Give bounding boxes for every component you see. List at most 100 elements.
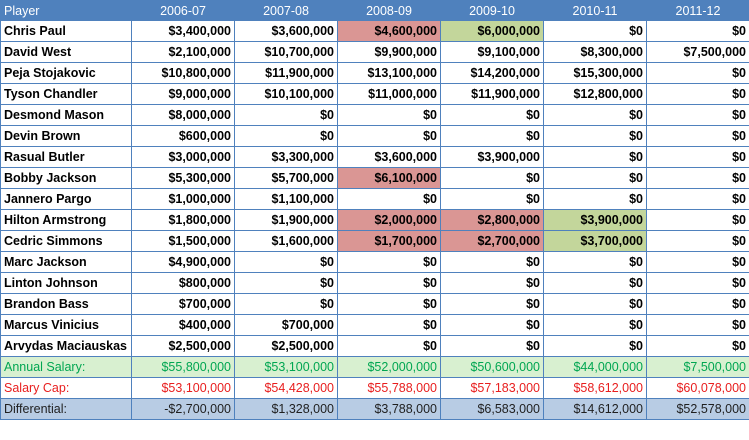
salary-cell[interactable]: $2,500,000: [131, 335, 235, 357]
salary-cell[interactable]: $0: [646, 62, 749, 84]
salary-cell[interactable]: $1,100,000: [234, 188, 338, 210]
player-name-cell[interactable]: Peja Stojakovic: [0, 62, 132, 84]
salary-cell[interactable]: $0: [440, 314, 544, 336]
cap-cell[interactable]: $53,100,000: [131, 377, 235, 399]
salary-cell[interactable]: $5,700,000: [234, 167, 338, 189]
cap-label[interactable]: Salary Cap:: [0, 377, 132, 399]
salary-cell[interactable]: $0: [337, 272, 441, 294]
salary-cell[interactable]: $4,600,000: [337, 20, 441, 42]
player-name-cell[interactable]: Marcus Vinicius: [0, 314, 132, 336]
salary-cell[interactable]: $8,300,000: [543, 41, 647, 63]
salary-cell[interactable]: $0: [337, 188, 441, 210]
salary-cell[interactable]: $9,000,000: [131, 83, 235, 105]
salary-cell[interactable]: $10,100,000: [234, 83, 338, 105]
salary-cell[interactable]: $0: [646, 293, 749, 315]
player-name-cell[interactable]: Jannero Pargo: [0, 188, 132, 210]
salary-cell[interactable]: $0: [646, 167, 749, 189]
salary-cell[interactable]: $1,000,000: [131, 188, 235, 210]
cap-cell[interactable]: $55,788,000: [337, 377, 441, 399]
salary-cell[interactable]: $0: [543, 146, 647, 168]
salary-cell[interactable]: $0: [234, 104, 338, 126]
salary-cell[interactable]: $2,800,000: [440, 209, 544, 231]
header-year[interactable]: 2010-11: [543, 0, 647, 21]
salary-cell[interactable]: $0: [440, 293, 544, 315]
annual-cell[interactable]: $50,600,000: [440, 356, 544, 378]
player-name-cell[interactable]: Cedric Simmons: [0, 230, 132, 252]
player-name-cell[interactable]: Brandon Bass: [0, 293, 132, 315]
salary-cell[interactable]: $0: [337, 293, 441, 315]
salary-cell[interactable]: $0: [234, 293, 338, 315]
salary-cell[interactable]: $0: [440, 272, 544, 294]
salary-cell[interactable]: $400,000: [131, 314, 235, 336]
diff-cell[interactable]: $1,328,000: [234, 398, 338, 420]
salary-cell[interactable]: $12,800,000: [543, 83, 647, 105]
salary-cell[interactable]: $0: [234, 125, 338, 147]
annual-cell[interactable]: $53,100,000: [234, 356, 338, 378]
salary-cell[interactable]: $11,900,000: [234, 62, 338, 84]
player-name-cell[interactable]: Marc Jackson: [0, 251, 132, 273]
player-name-cell[interactable]: Hilton Armstrong: [0, 209, 132, 231]
salary-cell[interactable]: $0: [440, 335, 544, 357]
salary-cell[interactable]: $0: [337, 251, 441, 273]
salary-cell[interactable]: $0: [337, 314, 441, 336]
salary-cell[interactable]: $1,900,000: [234, 209, 338, 231]
cap-cell[interactable]: $57,183,000: [440, 377, 544, 399]
annual-label[interactable]: Annual Salary:: [0, 356, 132, 378]
salary-cell[interactable]: $0: [543, 104, 647, 126]
salary-cell[interactable]: $3,400,000: [131, 20, 235, 42]
salary-cell[interactable]: $5,300,000: [131, 167, 235, 189]
salary-cell[interactable]: $1,500,000: [131, 230, 235, 252]
salary-cell[interactable]: $0: [337, 104, 441, 126]
header-year[interactable]: 2008-09: [337, 0, 441, 21]
salary-cell[interactable]: $6,100,000: [337, 167, 441, 189]
player-name-cell[interactable]: Devin Brown: [0, 125, 132, 147]
header-player[interactable]: Player: [0, 0, 132, 21]
salary-cell[interactable]: $3,000,000: [131, 146, 235, 168]
salary-cell[interactable]: $14,200,000: [440, 62, 544, 84]
salary-cell[interactable]: $0: [337, 335, 441, 357]
salary-cell[interactable]: $6,000,000: [440, 20, 544, 42]
salary-cell[interactable]: $2,100,000: [131, 41, 235, 63]
header-year[interactable]: 2011-12: [646, 0, 749, 21]
salary-cell[interactable]: $0: [543, 125, 647, 147]
diff-cell[interactable]: $52,578,000: [646, 398, 749, 420]
player-name-cell[interactable]: Linton Johnson: [0, 272, 132, 294]
salary-cell[interactable]: $800,000: [131, 272, 235, 294]
salary-cell[interactable]: $2,700,000: [440, 230, 544, 252]
salary-cell[interactable]: $0: [440, 104, 544, 126]
cap-cell[interactable]: $58,612,000: [543, 377, 647, 399]
salary-cell[interactable]: $13,100,000: [337, 62, 441, 84]
salary-cell[interactable]: $9,900,000: [337, 41, 441, 63]
salary-cell[interactable]: $0: [543, 272, 647, 294]
salary-cell[interactable]: $1,700,000: [337, 230, 441, 252]
salary-cell[interactable]: $10,800,000: [131, 62, 235, 84]
salary-cell[interactable]: $0: [646, 272, 749, 294]
annual-cell[interactable]: $55,800,000: [131, 356, 235, 378]
salary-cell[interactable]: $0: [440, 125, 544, 147]
salary-cell[interactable]: $2,500,000: [234, 335, 338, 357]
player-name-cell[interactable]: Arvydas Maciauskas: [0, 335, 132, 357]
diff-cell[interactable]: $3,788,000: [337, 398, 441, 420]
salary-cell[interactable]: $11,000,000: [337, 83, 441, 105]
salary-cell[interactable]: $0: [646, 20, 749, 42]
annual-cell[interactable]: $7,500,000: [646, 356, 749, 378]
salary-cell[interactable]: $0: [646, 188, 749, 210]
salary-cell[interactable]: $0: [646, 83, 749, 105]
salary-cell[interactable]: $0: [543, 293, 647, 315]
salary-cell[interactable]: $9,100,000: [440, 41, 544, 63]
salary-cell[interactable]: $700,000: [234, 314, 338, 336]
salary-cell[interactable]: $600,000: [131, 125, 235, 147]
salary-cell[interactable]: $0: [543, 335, 647, 357]
salary-cell[interactable]: $0: [646, 251, 749, 273]
player-name-cell[interactable]: Rasual Butler: [0, 146, 132, 168]
salary-cell[interactable]: $3,600,000: [337, 146, 441, 168]
annual-cell[interactable]: $44,000,000: [543, 356, 647, 378]
salary-cell[interactable]: $1,600,000: [234, 230, 338, 252]
salary-cell[interactable]: $0: [543, 167, 647, 189]
salary-cell[interactable]: $0: [543, 188, 647, 210]
salary-cell[interactable]: $0: [646, 104, 749, 126]
annual-cell[interactable]: $52,000,000: [337, 356, 441, 378]
salary-cell[interactable]: $700,000: [131, 293, 235, 315]
salary-cell[interactable]: $0: [646, 209, 749, 231]
diff-cell[interactable]: $14,612,000: [543, 398, 647, 420]
